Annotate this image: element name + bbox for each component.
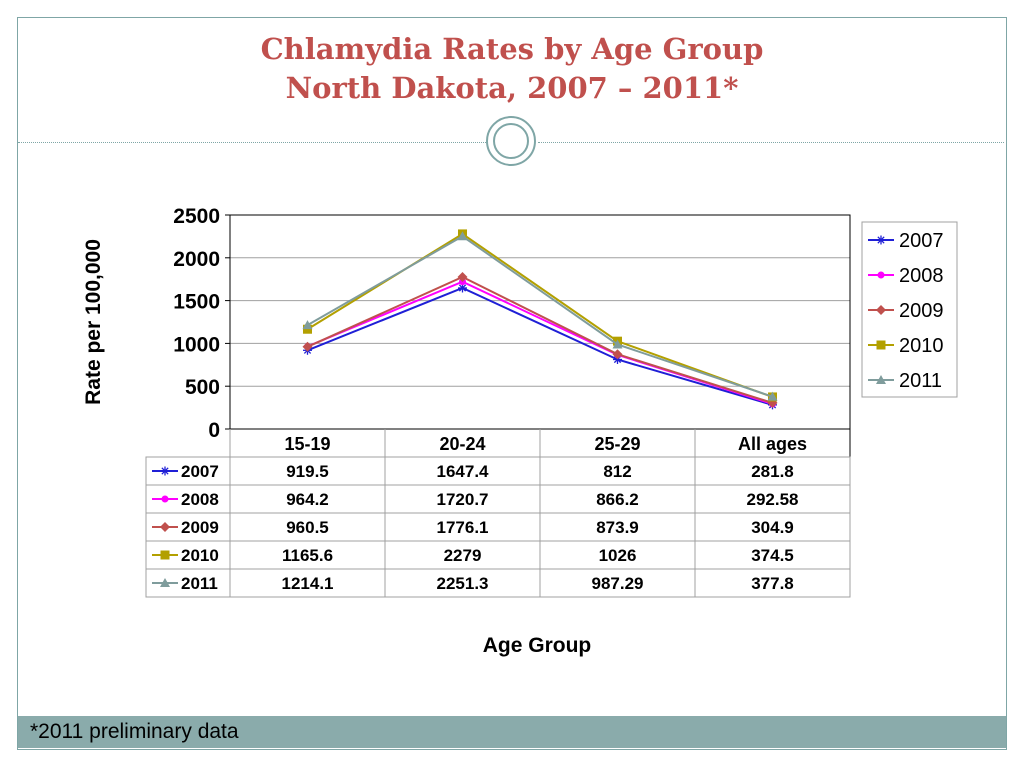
data-label: 960.5 [286, 518, 329, 537]
legend-item-2010: 2010 [868, 335, 944, 357]
data-label: 281.8 [751, 462, 794, 481]
slide-title: Chlamydia Rates by Age Group North Dakot… [0, 30, 1024, 108]
legend-marker-icon [876, 305, 886, 315]
data-label: 964.2 [286, 490, 329, 509]
table-series-label: 2010 [181, 546, 219, 565]
series-2007 [303, 283, 777, 410]
series-line-2009 [307, 275, 773, 404]
data-point-2011-0 [302, 320, 313, 330]
x-tick-label: 15-19 [284, 434, 330, 454]
x-tick-label: 20-24 [439, 434, 485, 454]
data-label: 1214.1 [282, 574, 334, 593]
series-line-2007 [307, 286, 773, 406]
y-tick-label: 2500 [173, 205, 220, 228]
data-label: 1165.6 [282, 546, 333, 565]
circle-ornament-icon [486, 116, 536, 166]
series-line-2008 [307, 280, 773, 405]
y-axis-ticks: 0 500 1000 1500 2000 2500 [173, 205, 230, 442]
data-point-2011-1 [457, 231, 468, 241]
data-label: 866.2 [596, 490, 639, 509]
grid-lines [230, 257, 850, 387]
footnote: *2011 preliminary data [30, 720, 239, 743]
legend-item-2007: 2007 [868, 230, 944, 252]
legend-marker-icon [876, 235, 886, 245]
title-divider-right [538, 142, 1004, 143]
data-point-2009-2 [612, 349, 623, 360]
data-point-2007-1 [458, 283, 467, 293]
data-label: 1647.4 [437, 462, 490, 481]
data-label: 304.9 [751, 518, 794, 537]
data-label: 1776.1 [437, 518, 489, 537]
legend-item-2008: 2008 [868, 265, 944, 287]
table-legend-marker-icon [160, 522, 170, 532]
legend-label: 2009 [899, 300, 944, 322]
table-row: 2010 1165.6 2279 1026 374.5 [152, 546, 794, 565]
table-row: 2007 919.5 1647.4 812 281.8 [152, 462, 794, 481]
table-legend-marker-icon [160, 578, 170, 587]
table-series-label: 2011 [181, 574, 218, 593]
data-point-2009-0 [302, 341, 313, 352]
legend-label: 2011 [899, 370, 942, 392]
y-axis-label: Rate per 100,000 [82, 239, 105, 405]
data-label: 2251.3 [437, 574, 489, 593]
plot-area [229, 214, 851, 430]
data-label: 377.8 [751, 574, 794, 593]
table-series-label: 2007 [181, 462, 219, 481]
legend: 2007 2008 2009 2010 2011 [861, 221, 958, 398]
x-axis-label: Age Group [483, 634, 592, 657]
table-legend-marker-icon [161, 495, 169, 503]
title-divider-left [18, 142, 486, 143]
legend-item-2011: 2011 [868, 370, 942, 392]
title-line-1: Chlamydia Rates by Age Group [260, 32, 764, 66]
data-label: 873.9 [596, 518, 639, 537]
data-label: 812 [603, 462, 631, 481]
x-tick-label: All ages [738, 434, 807, 454]
y-tick-label: 500 [185, 376, 220, 399]
y-tick-label: 2000 [173, 248, 220, 271]
data-label: 292.58 [747, 490, 799, 509]
legend-item-2009: 2009 [868, 300, 944, 322]
table-row: 2011 1214.1 2251.3 987.29 377.8 [152, 574, 794, 593]
table-series-label: 2009 [181, 518, 219, 537]
data-label: 919.5 [286, 462, 329, 481]
table-legend-marker-icon [160, 466, 170, 476]
data-label: 1026 [599, 546, 637, 565]
legend-label: 2008 [899, 265, 944, 287]
footer-bar: *2011 preliminary data [18, 716, 1006, 748]
table-row: 2008 964.2 1720.7 866.2 292.58 [152, 490, 799, 509]
table-body [145, 456, 851, 598]
table-legend-marker-icon [160, 550, 170, 560]
data-point-2011-2 [612, 339, 623, 349]
data-label: 374.5 [751, 546, 794, 565]
data-point-2010-0 [303, 324, 312, 334]
y-tick-label: 0 [208, 419, 220, 442]
y-tick-label: 1000 [173, 333, 220, 356]
title-line-2: North Dakota, 2007 – 2011* [285, 71, 739, 105]
legend-marker-icon [876, 375, 886, 384]
data-point-2009-1 [457, 271, 468, 282]
series-2011 [302, 231, 778, 401]
table-row: 2009 960.5 1776.1 873.9 304.9 [152, 518, 794, 537]
legend-marker-icon [877, 271, 885, 279]
data-table: 15-19 20-24 25-29 All ages 2007 919.5 1647.4 81… [145, 428, 851, 598]
series-line-2011 [307, 235, 773, 398]
y-tick-label: 1500 [173, 291, 220, 314]
legend-label: 2010 [899, 335, 944, 357]
table-series-label: 2008 [181, 490, 219, 509]
data-label: 1720.7 [437, 490, 489, 509]
series-2009 [302, 271, 778, 408]
data-label: 2279 [444, 546, 482, 565]
legend-marker-icon [876, 340, 886, 350]
data-point-2011-3 [767, 391, 778, 401]
x-tick-label: 25-29 [594, 434, 640, 454]
data-label: 987.29 [592, 574, 644, 593]
series-2008 [304, 278, 776, 408]
series-lines [302, 229, 778, 410]
legend-label: 2007 [899, 230, 944, 252]
